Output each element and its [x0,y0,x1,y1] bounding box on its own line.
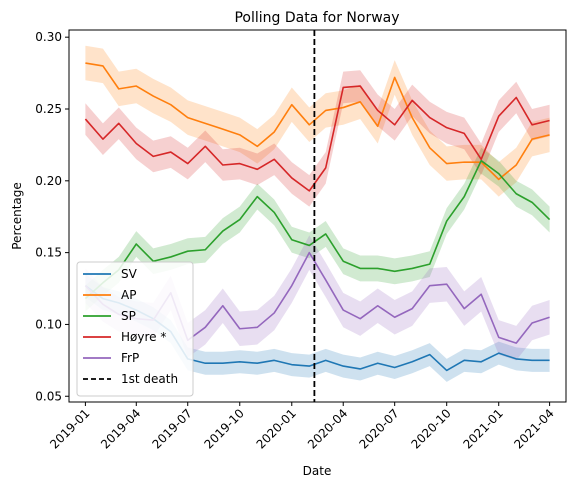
x-axis-label: Date [303,464,332,478]
band-0 [85,274,550,382]
x-tick-label: 2021-04 [511,406,556,451]
y-axis-label: Percentage [10,182,24,250]
x-tick-label: 2020-01 [254,406,299,451]
y-tick-label: 0.10 [35,317,62,331]
legend-label: SV [121,267,138,281]
x-tick-label: 2019-01 [47,406,92,451]
plot-frame [68,29,567,403]
x-tick-label: 2019-07 [150,406,195,451]
chart-title: Polling Data for Norway [234,10,399,26]
legend-label: 1st death [121,372,178,386]
legend-label: SP [121,309,136,323]
y-tick-label: 0.25 [35,102,62,116]
x-tick-label: 2019-04 [98,406,143,451]
band-4 [85,235,550,361]
y-axis: 0.05 0.10 0.15 0.20 0.25 0.30 [35,30,69,403]
band-2 [85,147,550,312]
legend-label: FrP [121,351,139,365]
confidence-bands [85,45,550,382]
series-line-1 [85,62,550,181]
x-tick-label: 2020-10 [408,406,453,451]
legend: SV AP SP Høyre * FrP 1st death [76,261,194,397]
legend-label: Høyre * [121,330,166,344]
y-tick-label: 0.20 [35,174,62,188]
x-tick-label: 2020-04 [305,406,350,451]
series-line-3 [84,85,550,192]
y-tick-label: 0.15 [35,246,62,260]
x-tick-label: 2021-01 [460,406,505,451]
band-1 [85,45,550,197]
y-tick-label: 0.30 [35,30,62,44]
x-tick-label: 2020-07 [356,406,401,451]
y-tick-label: 0.05 [35,389,62,403]
x-axis: 2019-01 2019-04 2019-07 2019-10 2020-01 2020-… [47,402,557,452]
legend-label: AP [121,288,136,302]
x-tick-label: 2019-10 [202,406,247,451]
band-3 [85,70,550,207]
series-line-2 [84,159,551,300]
